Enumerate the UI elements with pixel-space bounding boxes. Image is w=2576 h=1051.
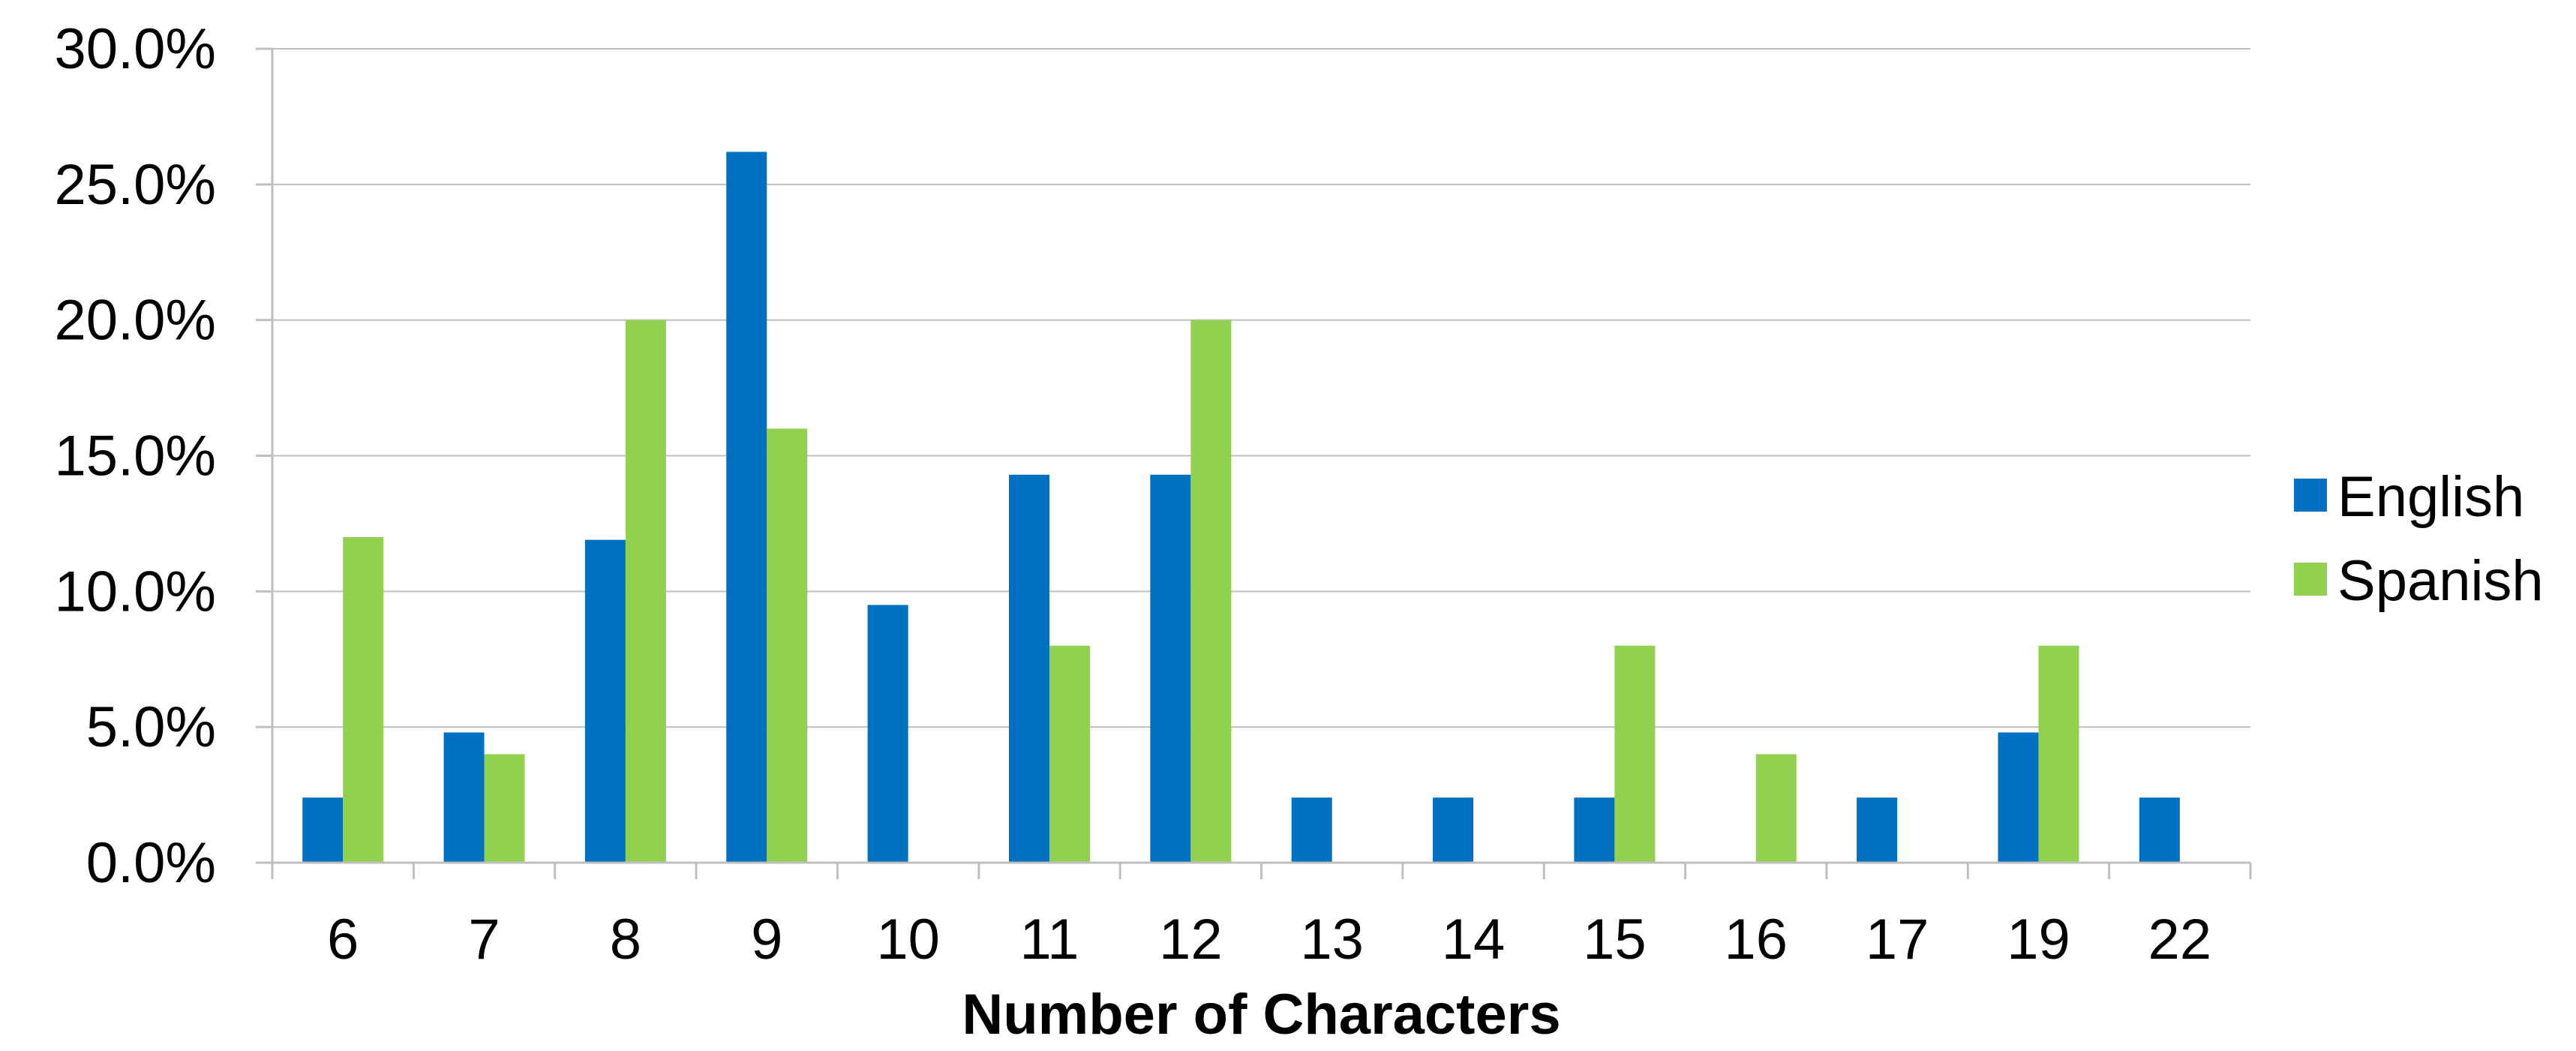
gridlines xyxy=(272,48,2250,728)
axes xyxy=(256,47,2252,879)
legend-label-english: English xyxy=(2337,465,2524,529)
y-axis-tick-labels: 0.0% 5.0% 10.0% 15.0% 20.0% 25.0% 30.0% xyxy=(55,17,217,895)
bar-english-6 xyxy=(302,797,344,863)
y-tick-label: 10.0% xyxy=(55,560,217,623)
x-tick-label: 8 xyxy=(610,908,641,971)
x-tick-label: 12 xyxy=(1159,908,1223,971)
legend: English Spanish xyxy=(2294,465,2544,613)
x-tick-label: 17 xyxy=(1866,908,1929,971)
x-tick-label: 9 xyxy=(751,908,782,971)
x-tick-label: 19 xyxy=(2007,908,2070,971)
bar-english-7 xyxy=(443,732,485,863)
x-tick-label: 15 xyxy=(1583,908,1647,971)
bar-english-12 xyxy=(1150,474,1191,863)
legend-swatch-spanish xyxy=(2294,563,2327,596)
bar-spanish-12 xyxy=(1190,320,1232,863)
bar-english-19 xyxy=(1998,732,2039,863)
bar-english-15 xyxy=(1574,797,1615,863)
bar-spanish-7 xyxy=(484,754,525,863)
y-tick-label: 25.0% xyxy=(55,153,217,217)
x-tick-label: 14 xyxy=(1442,908,1506,971)
y-tick-label: 30.0% xyxy=(55,17,217,81)
bars xyxy=(302,152,2180,863)
bar-english-13 xyxy=(1291,797,1332,863)
x-tick-label: 13 xyxy=(1300,908,1364,971)
bar-english-10 xyxy=(867,605,908,863)
bar-english-17 xyxy=(1857,797,1898,863)
bar-spanish-11 xyxy=(1049,645,1090,863)
y-tick-label: 0.0% xyxy=(86,831,216,895)
bar-english-11 xyxy=(1008,474,1049,863)
x-tick-label: 10 xyxy=(876,908,940,971)
bar-english-14 xyxy=(1433,797,1474,863)
x-tick-label: 22 xyxy=(2148,908,2212,971)
legend-swatch-english xyxy=(2294,479,2327,512)
bar-english-8 xyxy=(584,539,626,863)
bar-english-9 xyxy=(726,152,767,863)
x-tick-label: 11 xyxy=(1020,908,1079,971)
x-tick-label: 16 xyxy=(1724,908,1788,971)
bar-spanish-19 xyxy=(2038,645,2079,863)
y-tick-label: 20.0% xyxy=(55,289,217,353)
bar-spanish-9 xyxy=(767,428,808,863)
x-axis-tick-labels: 6 7 8 9 10 11 12 13 14 15 16 17 19 22 xyxy=(327,908,2211,971)
x-tick-label: 7 xyxy=(468,908,500,971)
bar-spanish-6 xyxy=(343,537,384,863)
bar-english-22 xyxy=(2139,797,2180,863)
bar-spanish-15 xyxy=(1614,645,1656,863)
y-tick-label: 15.0% xyxy=(55,425,217,488)
y-tick-label: 5.0% xyxy=(86,695,216,759)
legend-label-spanish: Spanish xyxy=(2337,549,2544,613)
x-axis-title: Number of Characters xyxy=(962,983,1560,1046)
x-tick-label: 6 xyxy=(327,908,359,971)
bar-spanish-16 xyxy=(1755,754,1797,863)
bar-spanish-8 xyxy=(625,320,666,863)
